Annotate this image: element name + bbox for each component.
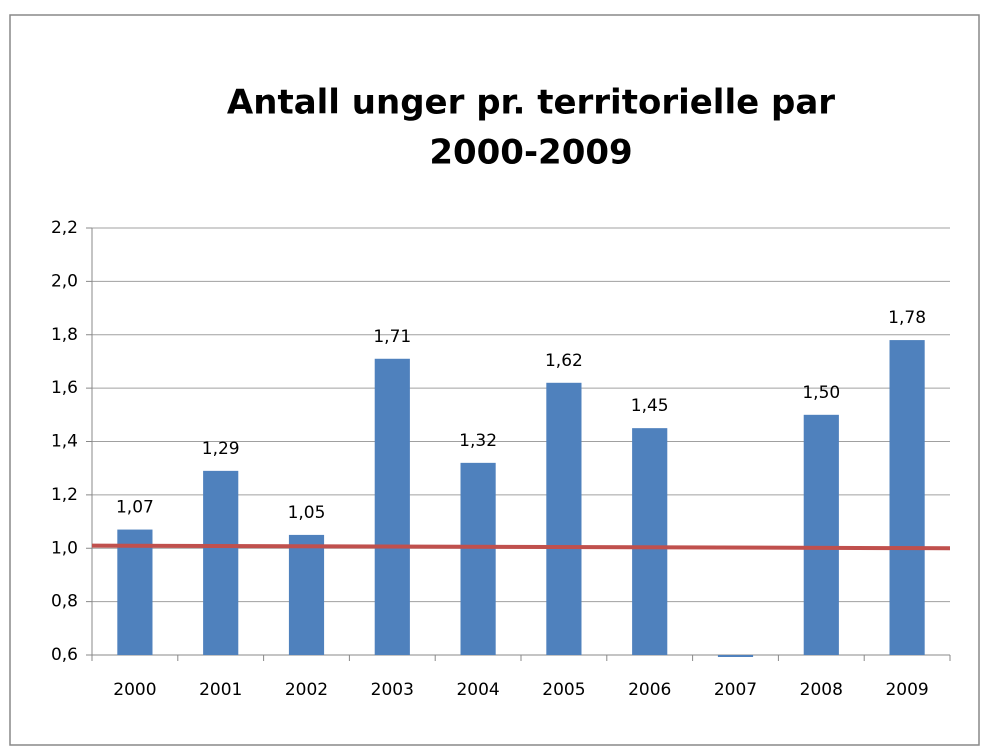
y-tick-label: 2,2 (51, 218, 78, 238)
y-tick-label: 1,2 (51, 485, 78, 505)
chart-title: 2000-2009 (429, 133, 632, 173)
data-label: 1,78 (888, 308, 926, 328)
data-label: 1,62 (545, 351, 583, 371)
x-tick-label: 2009 (885, 680, 928, 700)
x-tick-label: 2005 (542, 680, 585, 700)
x-tick-label: 2006 (628, 680, 671, 700)
x-tick-label: 2000 (113, 680, 156, 700)
chart-title: Antall unger pr. territorielle par (227, 83, 835, 123)
y-tick-label: 0,6 (51, 645, 78, 665)
y-tick-label: 0,8 (51, 592, 78, 612)
y-tick-label: 1,0 (51, 538, 78, 558)
bar (288, 534, 325, 655)
bar (117, 529, 153, 655)
data-label: 1,45 (631, 396, 669, 416)
x-tick-label: 2007 (714, 680, 757, 700)
bar (203, 470, 239, 655)
x-tick-label: 2008 (800, 680, 843, 700)
y-tick-label: 1,4 (51, 432, 78, 452)
data-label: 1,29 (202, 439, 240, 459)
data-label: 1,71 (373, 327, 411, 347)
bar (632, 428, 668, 655)
bar (546, 382, 582, 655)
x-tick-label: 2004 (456, 680, 499, 700)
data-label: 1,32 (459, 431, 497, 451)
x-tick-label: 2001 (199, 680, 242, 700)
x-tick-label: 2003 (371, 680, 414, 700)
bar (803, 414, 839, 655)
bar (717, 655, 754, 657)
data-label: 1,07 (116, 498, 154, 518)
bar (374, 358, 410, 655)
data-label: 1,05 (288, 503, 326, 523)
y-tick-label: 1,6 (51, 378, 78, 398)
bar (460, 462, 496, 655)
x-tick-label: 2002 (285, 680, 328, 700)
data-label: 1,50 (802, 383, 840, 403)
bar (889, 340, 925, 655)
trend-line (91, 543, 951, 551)
y-tick-label: 1,8 (51, 325, 78, 345)
y-tick-label: 2,0 (51, 271, 78, 291)
